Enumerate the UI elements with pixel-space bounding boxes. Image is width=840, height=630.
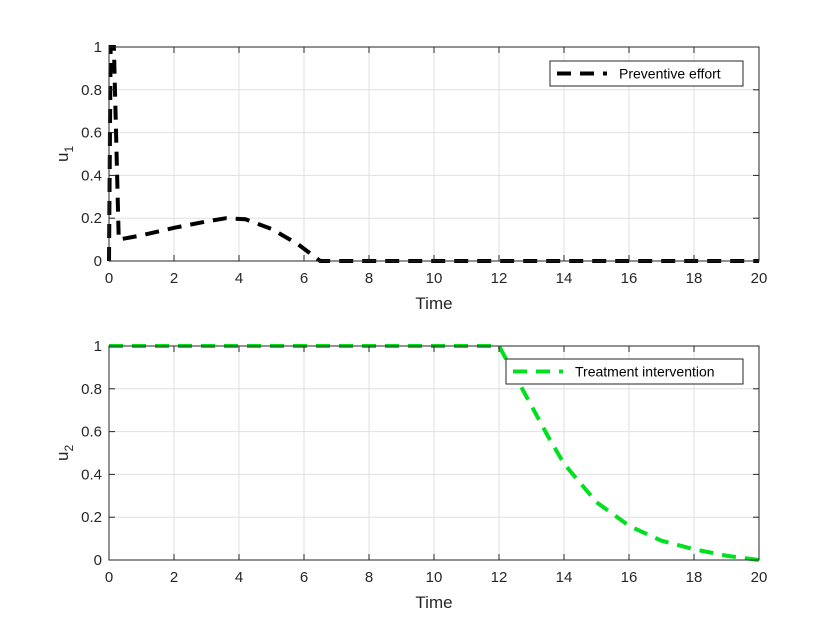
legend: Preventive effort <box>549 60 744 87</box>
x-tick-label: 8 <box>365 569 373 586</box>
x-tick-label: 4 <box>235 569 243 586</box>
x-tick-label: 16 <box>621 270 638 287</box>
y-axis-label: u2 <box>53 445 76 461</box>
x-tick-label: 20 <box>751 270 768 287</box>
x-tick-label: 0 <box>105 270 113 287</box>
x-tick-label: 16 <box>621 569 638 586</box>
y-tick-label: 0.4 <box>81 466 102 483</box>
x-tick-label: 0 <box>105 569 113 586</box>
x-tick-label: 10 <box>426 569 443 586</box>
x-tick-label: 6 <box>300 270 308 287</box>
x-tick-label: 12 <box>491 270 508 287</box>
y-tick-label: 0.2 <box>81 210 102 227</box>
y-tick-label: 0.4 <box>81 167 102 184</box>
x-tick-label: 18 <box>686 270 703 287</box>
axes-2: 0 2 4 6 8 10 12 14 16 18 20 0 0.2 0.4 0.6 0.8 1 Time u2 Tre… <box>53 338 767 612</box>
legend-entry: Preventive effort <box>619 66 721 82</box>
x-tick-label: 14 <box>556 270 573 287</box>
x-axis-label: Time <box>415 294 452 313</box>
y-tick-label: 0.6 <box>81 125 102 142</box>
y-tick-label: 0.8 <box>81 381 102 398</box>
x-tick-label: 10 <box>426 270 443 287</box>
x-tick-label: 2 <box>170 569 178 586</box>
y-tick-label: 0.2 <box>81 509 102 526</box>
y-axis-label: u1 <box>53 146 76 162</box>
x-tick-label: 18 <box>686 569 703 586</box>
x-tick-label: 4 <box>235 270 243 287</box>
x-axis-label: Time <box>415 593 452 612</box>
x-tick-label: 14 <box>556 569 573 586</box>
x-tick-label: 2 <box>170 270 178 287</box>
legend: Treatment intervention <box>505 358 744 385</box>
x-tick-label: 6 <box>300 569 308 586</box>
y-tick-label: 0.6 <box>81 424 102 441</box>
x-tick-label: 12 <box>491 569 508 586</box>
y-tick-label: 0.8 <box>81 82 102 99</box>
legend-entry: Treatment intervention <box>575 364 715 380</box>
x-tick-label: 20 <box>751 569 768 586</box>
x-tick-label: 8 <box>365 270 373 287</box>
y-tick-label: 1 <box>94 338 102 355</box>
y-tick-label: 0 <box>94 552 102 569</box>
axes-1: 0 2 4 6 8 10 12 14 16 18 20 0 0.2 0.4 0.6 0.8 1 Time u1 Pre… <box>53 39 767 313</box>
y-tick-label: 1 <box>94 39 102 56</box>
y-tick-label: 0 <box>94 253 102 270</box>
